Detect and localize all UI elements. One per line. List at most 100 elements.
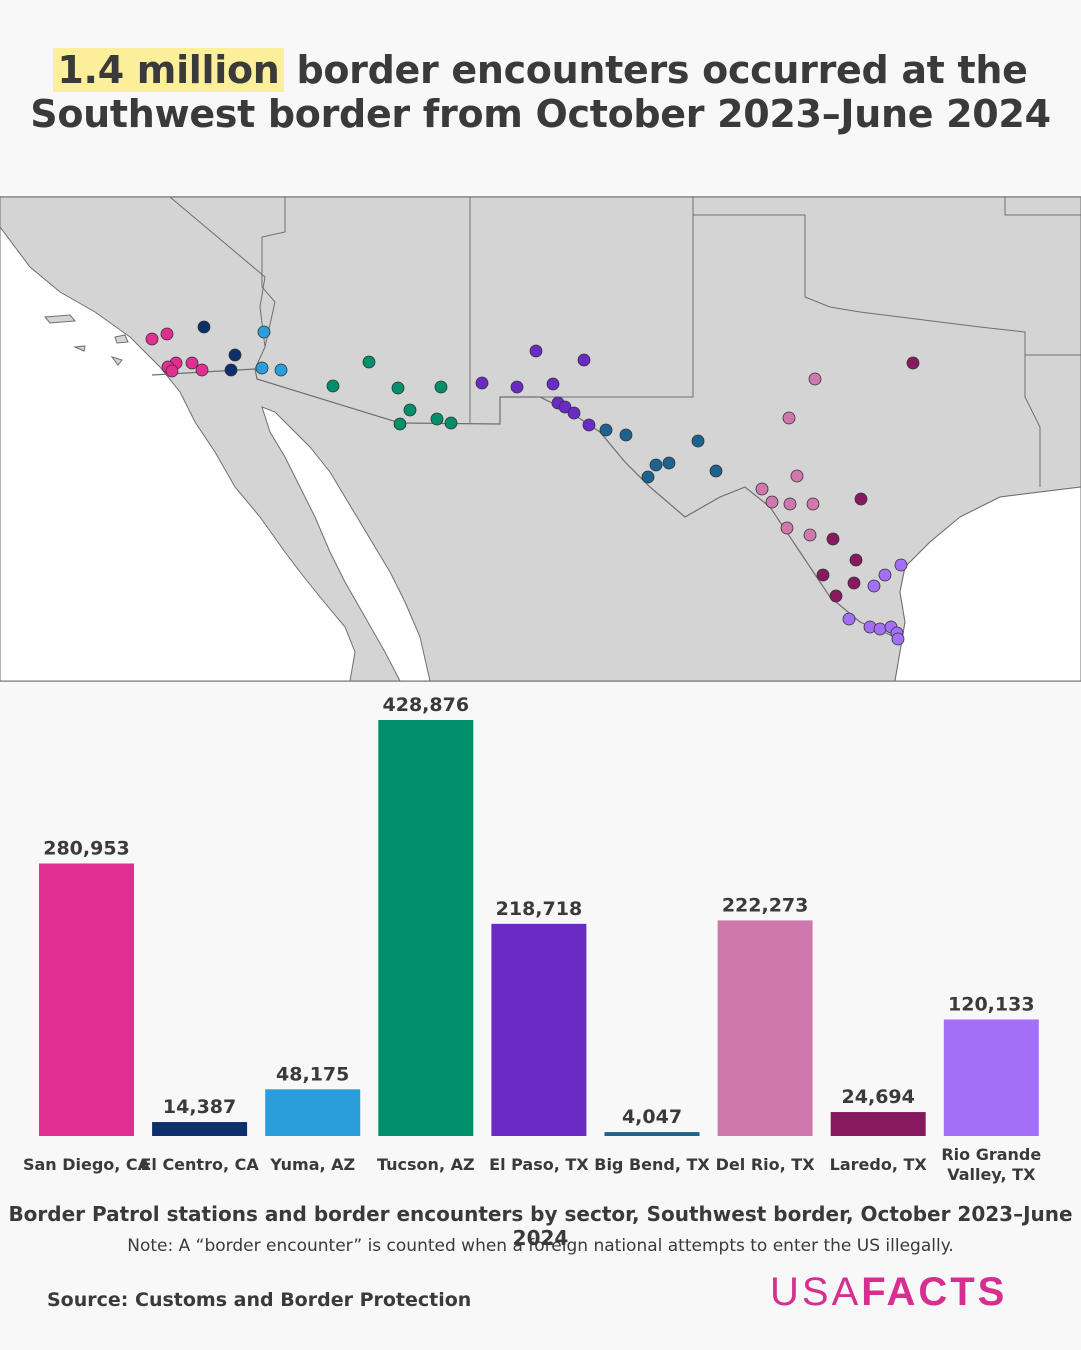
bar-value-label: 222,273 (722, 894, 809, 916)
station-marker (546, 377, 560, 391)
bar-value-label: 4,047 (622, 1106, 682, 1128)
station-marker (816, 568, 830, 582)
station-marker (806, 497, 820, 511)
category-label: Big Bend, TX (594, 1155, 710, 1174)
bar (491, 923, 587, 1136)
station-marker (391, 381, 405, 395)
category-label: El Paso, TX (489, 1155, 589, 1174)
station-marker (165, 364, 179, 378)
station-marker (847, 576, 861, 590)
chart-title: 1.4 million border encounters occurred a… (0, 48, 1081, 136)
station-marker (255, 361, 269, 375)
chart-caption: Border Patrol stations and border encoun… (8, 1202, 1073, 1250)
station-marker (891, 632, 905, 646)
station-marker (790, 469, 804, 483)
bar-value-label: 14,387 (163, 1096, 236, 1118)
gulf-of-mexico (894, 486, 1081, 681)
category-label: El Centro, CA (140, 1155, 259, 1174)
bar-value-label: 24,694 (842, 1086, 915, 1108)
station-marker (185, 356, 199, 370)
chart-note: Note: A “border encounter” is counted wh… (127, 1236, 954, 1256)
station-marker (582, 418, 596, 432)
station-marker (577, 353, 591, 367)
bar-chart-svg: 280,953 San Diego, CA 14,387 El Centro, CA 4… (23, 694, 1041, 1184)
island (110, 356, 123, 366)
station-marker (619, 428, 633, 442)
category-label: Del Rio, TX (716, 1155, 816, 1174)
station-marker (780, 521, 794, 535)
bar (152, 1122, 248, 1136)
state-lines (169, 197, 1081, 487)
station-marker (529, 344, 543, 358)
station-marker (755, 482, 769, 496)
station-marker (826, 532, 840, 546)
category-label: Valley, TX (947, 1165, 1036, 1184)
title-line2: Southwest border from October 2023–June … (30, 92, 1051, 136)
station-markers (145, 320, 920, 646)
station-marker (393, 417, 407, 431)
bar-value-label: 218,718 (496, 898, 583, 920)
bar-value-label: 48,175 (276, 1063, 349, 1085)
station-marker (567, 406, 581, 420)
station-marker (867, 579, 881, 593)
station-marker (808, 372, 822, 386)
category-label: Tucson, AZ (377, 1155, 475, 1174)
station-marker (274, 363, 288, 377)
station-marker (475, 376, 489, 390)
station-marker (782, 411, 796, 425)
island (114, 334, 129, 344)
station-marker (803, 528, 817, 542)
station-marker (228, 348, 242, 362)
source-text: Source: Customs and Border Protection (47, 1289, 472, 1311)
category-label: San Diego, CA (23, 1155, 151, 1174)
station-marker (326, 379, 340, 393)
bar-value-label: 428,876 (383, 694, 470, 716)
station-marker (403, 403, 417, 417)
usafacts-logo: USAFACTS (770, 1270, 1007, 1315)
station-marker (842, 612, 856, 626)
station-marker (195, 363, 209, 377)
station-marker (430, 412, 444, 426)
station-marker (558, 400, 572, 414)
international-border (151, 368, 896, 638)
bar (830, 1112, 926, 1136)
station-marker (510, 380, 524, 394)
logo-usa: USA (770, 1270, 862, 1314)
station-marker (434, 380, 448, 394)
station-marker (765, 495, 779, 509)
logo-facts: FACTS (861, 1270, 1008, 1314)
gulf-of-california (261, 406, 431, 681)
station-marker (224, 363, 238, 377)
station-marker (641, 470, 655, 484)
category-label: Laredo, TX (830, 1155, 928, 1174)
station-marker (160, 327, 174, 341)
island (73, 345, 86, 352)
title-highlight: 1.4 million (53, 48, 284, 92)
station-marker (444, 416, 458, 430)
bar-chart: 280,953 San Diego, CA 14,387 El Centro, CA 4… (0, 680, 1081, 1190)
station-marker (849, 553, 863, 567)
station-marker (197, 320, 211, 334)
pacific-ocean (0, 226, 356, 681)
island (43, 314, 77, 324)
station-marker (691, 434, 705, 448)
station-marker (873, 622, 887, 636)
station-marker (362, 355, 376, 369)
bar (604, 1132, 700, 1136)
station-marker (854, 492, 868, 506)
bar (39, 863, 134, 1136)
station-marker (894, 558, 908, 572)
bar (943, 1019, 1039, 1136)
bar-value-label: 120,133 (948, 993, 1035, 1015)
bar (265, 1089, 361, 1136)
bar (378, 720, 474, 1136)
map-svg (0, 197, 1081, 681)
station-marker (662, 456, 676, 470)
station-marker (599, 423, 613, 437)
station-marker (709, 464, 723, 478)
station-marker (145, 332, 159, 346)
border-map (0, 196, 1081, 682)
category-label: Yuma, AZ (269, 1155, 355, 1174)
station-marker (257, 325, 271, 339)
bar-value-label: 280,953 (43, 837, 130, 859)
